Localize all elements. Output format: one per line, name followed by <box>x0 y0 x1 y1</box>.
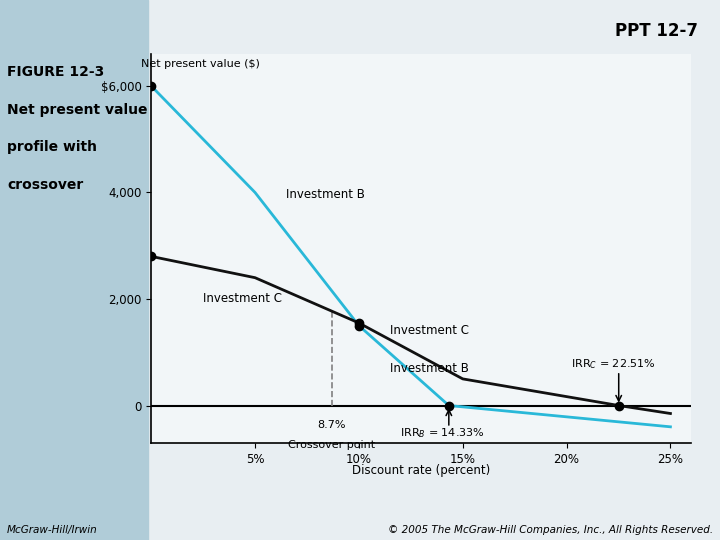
Text: © 2005 The McGraw-Hill Companies, Inc., All Rights Reserved.: © 2005 The McGraw-Hill Companies, Inc., … <box>387 524 713 535</box>
Text: Investment C: Investment C <box>203 292 282 305</box>
Text: Net present value ($): Net present value ($) <box>141 59 260 69</box>
Text: Net present value: Net present value <box>7 103 148 117</box>
Text: profile with: profile with <box>7 140 97 154</box>
Text: Discount rate (percent): Discount rate (percent) <box>352 464 490 477</box>
Text: FIGURE 12-3: FIGURE 12-3 <box>7 65 104 79</box>
Text: Investment B: Investment B <box>390 362 469 375</box>
Text: Crossover point: Crossover point <box>288 440 375 450</box>
Text: 8.7%: 8.7% <box>318 421 346 430</box>
Text: IRR$_C$ = 22.51%: IRR$_C$ = 22.51% <box>571 357 656 371</box>
Text: IRR$_B$ = 14.33%: IRR$_B$ = 14.33% <box>400 426 485 440</box>
Text: Investment C: Investment C <box>390 323 469 336</box>
Text: crossover: crossover <box>7 178 84 192</box>
Text: McGraw-Hill/Irwin: McGraw-Hill/Irwin <box>7 524 98 535</box>
Text: PPT 12-7: PPT 12-7 <box>616 22 698 39</box>
Text: Investment B: Investment B <box>287 188 365 201</box>
